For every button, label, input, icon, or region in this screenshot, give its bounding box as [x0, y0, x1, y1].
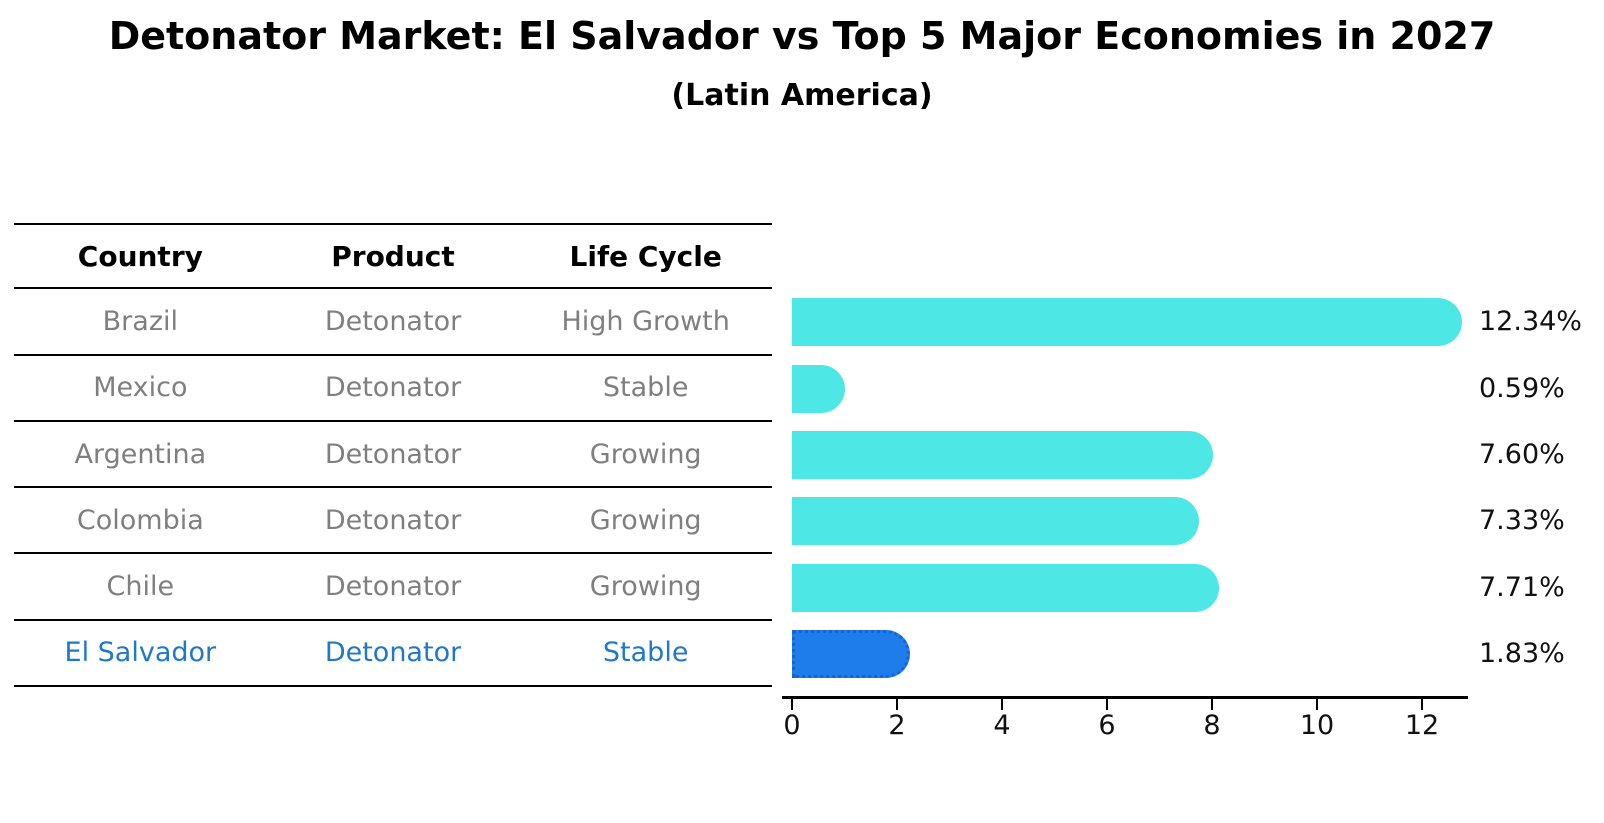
table-cell-lifecycle: Growing — [589, 438, 702, 470]
table-row-1: Mexico Detonator Stable — [14, 356, 772, 422]
table-cell-lifecycle: Stable — [602, 372, 689, 404]
x-axis-tick — [1000, 699, 1004, 710]
value-label: 7.60% — [1479, 439, 1565, 471]
table-row-4: Chile Detonator Growing — [14, 554, 772, 621]
chart-title: Detonator Market: El Salvador vs Top 5 M… — [108, 14, 1496, 58]
x-axis-tick-label: 2 — [888, 710, 906, 741]
table-row-header: Country Product Life Cycle — [14, 223, 772, 290]
value-label: 7.33% — [1479, 505, 1565, 537]
table-row-5: El Salvador Detonator Stable — [14, 621, 772, 688]
x-axis-tick-label: 12 — [1404, 710, 1440, 741]
table-cell-lifecycle: High Growth — [561, 305, 730, 337]
table-cell-product: Detonator — [324, 438, 462, 470]
x-axis-tick — [1210, 699, 1214, 710]
x-axis-tick-label: 8 — [1203, 710, 1221, 741]
table-cell-country: Colombia — [76, 504, 204, 536]
table-cell-product: Detonator — [324, 571, 462, 603]
x-axis-tick-label: 10 — [1299, 710, 1335, 741]
x-axis-tick-label: 6 — [1098, 710, 1116, 741]
table-cell-country: Argentina — [74, 438, 207, 470]
table-row-2: Argentina Detonator Growing — [14, 422, 772, 489]
highlight-bar — [792, 629, 911, 678]
x-axis-tick — [895, 699, 899, 710]
x-axis-tick — [1105, 699, 1109, 710]
value-label: 1.83% — [1479, 637, 1565, 669]
value-label: 7.71% — [1479, 571, 1565, 603]
table-cell-lifecycle: Growing — [589, 504, 702, 536]
bar — [792, 364, 845, 413]
x-axis-tick — [1420, 699, 1424, 710]
table-row-3: Colombia Detonator Growing — [14, 488, 772, 555]
table-cell-country: Chile — [106, 571, 175, 603]
table-cell-lifecycle: Stable — [602, 637, 689, 669]
value-label: 12.34% — [1479, 306, 1582, 338]
table-cell-country: Brazil — [102, 305, 179, 337]
table-cell-lifecycle: Growing — [589, 571, 702, 603]
table-cell-product: Detonator — [324, 372, 462, 404]
bar — [792, 497, 1199, 546]
chart-subtitle: (Latin America) — [671, 78, 933, 113]
x-axis-tick-label: 4 — [993, 710, 1011, 741]
x-axis-tick — [790, 699, 794, 710]
table-row-0: Brazil Detonator High Growth — [14, 289, 772, 356]
table-cell-country: Mexico — [93, 372, 188, 404]
table-cell-product: Detonator — [324, 637, 462, 669]
x-axis-tick-label: 0 — [783, 710, 801, 741]
bar — [792, 431, 1213, 480]
x-axis-tick — [1315, 699, 1319, 710]
bar — [792, 563, 1219, 612]
table-cell-country: El Salvador — [64, 637, 217, 669]
table-cell-product: Product — [331, 239, 455, 273]
table-cell-country: Country — [77, 239, 203, 273]
table-cell-product: Detonator — [324, 305, 462, 337]
table-cell-product: Detonator — [324, 504, 462, 536]
country-table: Country Product Life Cycle Brazil Detonator H… — [14, 223, 772, 688]
table-cell-lifecycle: Life Cycle — [569, 239, 722, 273]
bar — [792, 298, 1462, 347]
x-axis-line — [782, 696, 1468, 699]
value-label: 0.59% — [1479, 372, 1565, 404]
